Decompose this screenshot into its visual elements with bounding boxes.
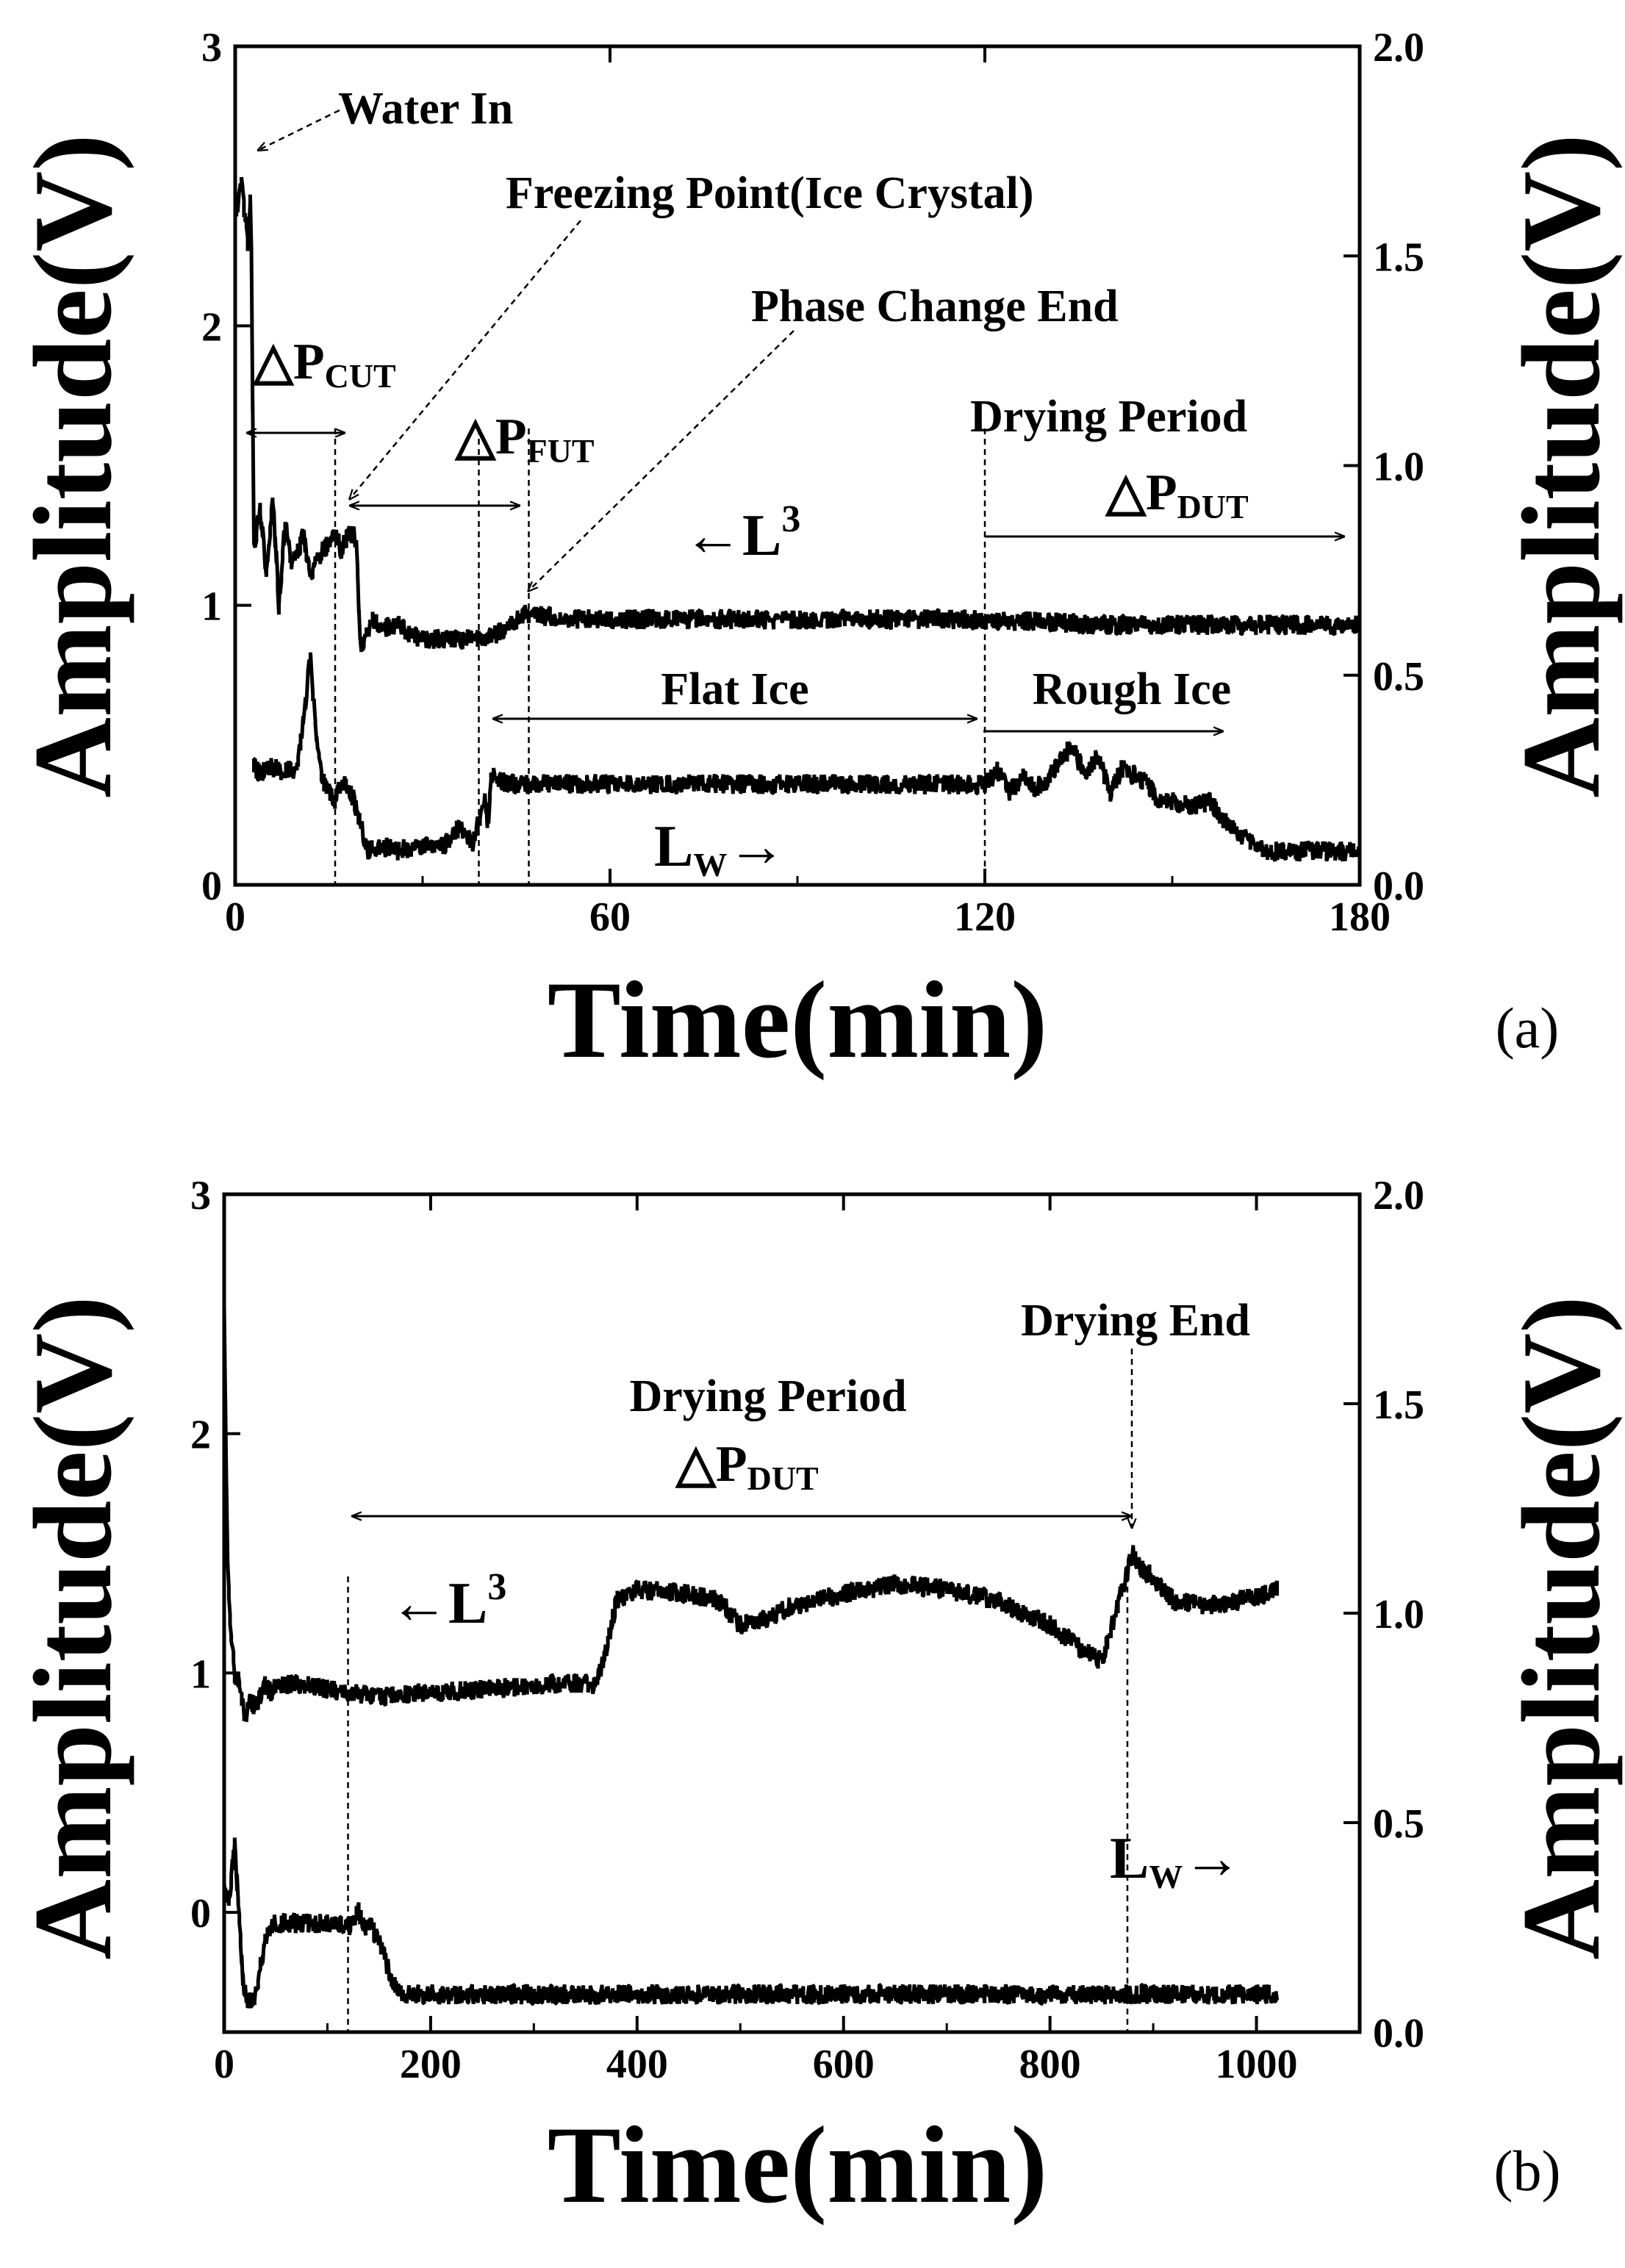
y-right-tick-label: 0.5 [1373,654,1424,700]
series-b [222,1305,1280,2032]
annotation-freezing-point: Freezing Point(Ice Crystal) [506,168,1034,218]
water-in-arrow [257,109,340,151]
series-line-l3 [233,176,1362,653]
annotation-phase-change-end: Phase Change End [751,281,1119,331]
annotation-flat-ice: Flat Ice [661,664,808,714]
y-left-tick-label: 1 [190,1651,211,1697]
series-line-lw [222,1837,1280,2009]
x-tick-label: 0 [214,2042,234,2087]
y-axis-left-title-a: Amplitude(V) [11,134,134,798]
x-tick-label: 800 [1019,2042,1081,2087]
panel-b: 0 200 400 600 800 1000 0 1 2 3 0.0 0.5 1.0 1.5 2.0 Amp… [11,1173,1623,2226]
p-dut-subscript-a: DUT [1177,488,1249,525]
y-right-tick-label: 2.0 [1373,1173,1424,1219]
p-cut-subscript: CUT [325,357,396,395]
annotation-p-fut: △PFUT [454,409,595,470]
annotation-l3-b: ←L3 [390,1566,506,1636]
annotation-water-in: Water In [338,84,513,134]
lw-arrow-a: → [727,814,786,879]
annotation-p-dut-b: △PDUT [675,1436,819,1497]
panel-a: 0 60 120 180 0 1 2 3 0.0 0.5 1.0 1.5 2.0 Amplitude(V… [11,25,1623,1081]
x-tick-label: 1000 [1216,2042,1298,2087]
y-right-tick-label: 1.0 [1373,445,1424,490]
y-right-tick-label: 0.0 [1373,2011,1424,2056]
y-left-tick-label: 2 [190,1413,211,1458]
x-tick-label: 600 [813,2042,875,2087]
x-tick-label: 60 [589,894,631,940]
x-axis-title-b: Time(min) [548,2104,1048,2226]
lw-label-b: L [1110,1826,1149,1891]
annotation-lw-b: LW→ [1110,1826,1241,1895]
y-right-tick-label: 1.0 [1373,1592,1424,1637]
p-fut-subscript: FUT [527,432,595,470]
series-a [233,176,1362,885]
phase-change-end-arrow [528,330,794,592]
y-right-tick-label: 0.5 [1373,1801,1424,1847]
y-right-tick-label: 1.5 [1373,1382,1424,1428]
p-cut-label: △P [252,334,325,390]
x-tick-label: 180 [1329,894,1391,940]
x-tick-label: 120 [954,894,1016,940]
y-axis-right-title-a: Amplitude(V) [1499,134,1623,798]
x-axis-title-a: Time(min) [548,959,1048,1081]
annotation-l3-a: ←L3 [684,498,800,568]
annotation-lw-a: LW→ [654,814,786,883]
series-line-l3 [222,1305,1280,1723]
annotation-drying-period-a: Drying Period [970,392,1247,442]
annotation-drying-period-b: Drying Period [629,1371,906,1421]
l3-label-b: ←L [390,1571,487,1636]
lw-arrow-b: → [1183,1826,1241,1891]
y-left-tick-label: 3 [190,1173,211,1219]
series-line-lw [252,652,1362,862]
y-left-tick-label: 0 [201,864,222,909]
annotation-rough-ice: Rough Ice [1033,664,1231,714]
y-axis-right-title-b: Amplitude(V) [1499,1296,1623,1960]
panel-label-b: (b) [1494,2139,1561,2203]
l3-superscript-a: 3 [781,498,800,540]
annotation-p-dut-a: △PDUT [1105,464,1249,525]
x-tick-label: 400 [606,2042,668,2087]
y-left-tick-label: 1 [201,584,222,630]
y-right-tick-label: 0.0 [1373,864,1424,909]
y-right-tick-label: 2.0 [1373,25,1424,71]
lw-label-a: L [654,814,693,879]
annotation-p-cut: △PCUT [252,334,396,395]
l3-superscript-b: 3 [487,1566,506,1608]
p-fut-label: △P [454,409,527,465]
ticks-a: 0 60 120 180 0 1 2 3 0.0 0.5 1.0 1.5 2.0 [201,25,1424,940]
p-dut-label-b: △P [675,1436,747,1493]
ticks-b: 0 200 400 600 800 1000 0 1 2 3 0.0 0.5 1.0 1.5 2.0 [190,1173,1424,2087]
x-tick-label: 0 [225,894,245,940]
panel-label-a: (a) [1496,996,1560,1060]
p-dut-subscript-b: DUT [747,1460,819,1497]
annotation-drying-end: Drying End [1021,1296,1250,1346]
lw-subscript-a: W [693,846,727,883]
lw-subscript-b: W [1149,1858,1183,1895]
freezing-point-arrow [349,220,581,500]
x-tick-label: 200 [400,2042,462,2087]
y-right-tick-label: 1.5 [1373,234,1424,280]
y-left-tick-label: 3 [201,25,222,71]
y-left-tick-label: 2 [201,304,222,350]
y-axis-left-title-b: Amplitude(V) [11,1296,134,1960]
y-left-tick-label: 0 [190,1891,211,1937]
l3-label-a: ←L [684,503,781,568]
p-dut-label-a: △P [1105,464,1177,521]
